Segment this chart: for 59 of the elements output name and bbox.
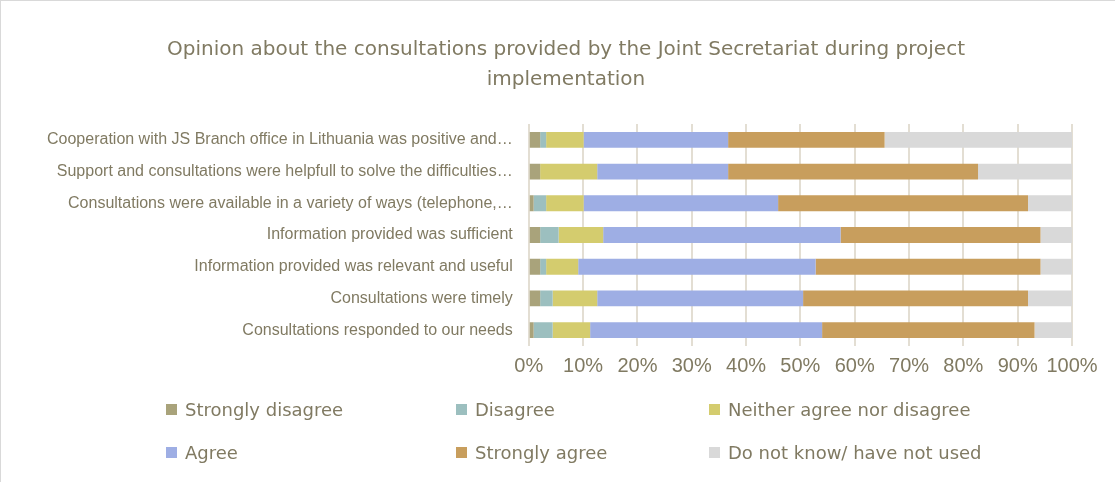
bar <box>840 227 1041 243</box>
bar <box>558 227 604 243</box>
bar <box>578 258 816 275</box>
bar <box>597 290 804 307</box>
bar <box>529 227 541 243</box>
chart-title: Opinion about the consultations provided by the Joint Secretariat during project implementation <box>166 35 966 92</box>
x-tick-label: 30% <box>671 353 712 376</box>
y-tick-label: Support and consultations were helpfull to solve the difficulties… <box>56 161 513 179</box>
x-tick-label: 90% <box>997 353 1038 376</box>
legend-label: Disagree <box>475 399 555 420</box>
x-tick-label: 20% <box>617 353 658 376</box>
bar <box>540 163 598 180</box>
bar <box>597 163 729 180</box>
bar <box>822 322 1035 339</box>
x-tick-label: 50% <box>780 353 821 376</box>
bar <box>529 163 541 180</box>
x-tick-label: 0% <box>514 353 544 376</box>
y-tick-label: Consultations were timely <box>330 288 513 306</box>
x-tick-label: 70% <box>889 353 930 376</box>
bar <box>603 227 841 243</box>
bar <box>529 290 541 307</box>
bar <box>552 322 591 339</box>
y-tick-label: Information provided was sufficient <box>266 225 514 243</box>
x-tick-label: 40% <box>726 353 767 376</box>
bar <box>815 258 1041 275</box>
x-tick-label: 80% <box>943 353 984 376</box>
bar <box>529 195 534 212</box>
bar <box>590 322 823 339</box>
y-tick-label: Information provided was relevant and useful <box>194 257 513 275</box>
bar <box>583 131 729 148</box>
bar <box>778 195 1028 212</box>
x-tick-label: 60% <box>834 353 875 376</box>
x-tick-label: 10% <box>563 353 604 376</box>
bar <box>540 227 559 243</box>
y-tick-label: Consultations responded to our needs <box>242 320 513 338</box>
bar <box>529 258 541 275</box>
legend-label: Neither agree nor disagree <box>728 399 971 420</box>
legend-label: Strongly disagree <box>185 399 344 420</box>
legend-label: Agree <box>185 442 238 463</box>
bar <box>546 131 584 148</box>
bar <box>533 322 553 339</box>
bar <box>552 290 598 307</box>
bar <box>546 195 584 212</box>
bar <box>803 290 1028 307</box>
legend-label: Strongly agree <box>475 442 608 463</box>
bar <box>728 131 885 148</box>
bar <box>533 195 547 212</box>
bar <box>728 163 979 180</box>
bar <box>529 322 534 339</box>
y-tick-label: Cooperation with JS Branch office in Lithuania was positive and… <box>47 130 513 148</box>
bar <box>529 131 541 148</box>
bar <box>546 258 579 275</box>
legend-label: Do not know/ have not used <box>728 442 982 463</box>
y-tick-label: Consultations were available in a variety of ways (telephone,… <box>68 193 513 211</box>
bar <box>583 195 779 212</box>
bar <box>540 131 547 148</box>
bar <box>540 258 547 275</box>
bar <box>540 290 553 307</box>
x-tick-label: 100% <box>1046 353 1098 376</box>
